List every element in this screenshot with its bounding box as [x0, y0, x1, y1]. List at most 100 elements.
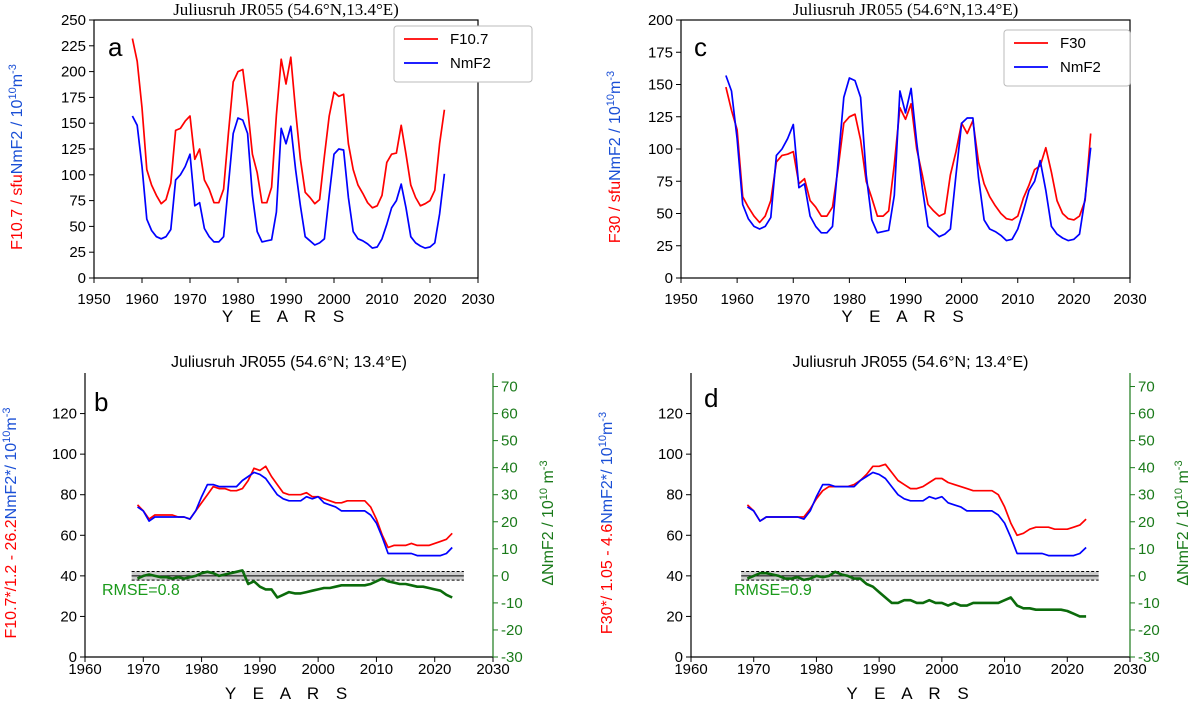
- y-axis-label: F30*/ 1.05 - 4.6NmF2*/ 1010m-3: [597, 412, 616, 634]
- axis-label-part: NmF2*/ 10: [599, 447, 616, 524]
- series-line-f30: [725, 86, 1092, 224]
- legend-label: F10.7: [450, 31, 488, 48]
- y2-tick-label: 60: [501, 406, 518, 423]
- panel-label: b: [94, 387, 108, 417]
- y2-tick-label: 30: [1138, 487, 1155, 504]
- axis-label-part: 10: [1, 431, 13, 443]
- x-axis-label: Y E A R S: [841, 307, 969, 326]
- y-tick-label: 40: [60, 568, 77, 585]
- y-tick-label: 0: [675, 649, 683, 666]
- chart-panel-d: Juliusruh JR055 (54.6°N; 13.4°E) 1960 1970…: [597, 354, 1192, 703]
- y2-tick-label: 20: [1138, 514, 1155, 531]
- series-line-nmf2: [131, 115, 446, 249]
- y2-tick-label: 10: [1138, 541, 1155, 558]
- x-tick-label: 2020: [1057, 291, 1090, 308]
- x-tick-label: 1980: [833, 291, 866, 308]
- y2-tick-label: -10: [1138, 595, 1160, 612]
- axis-label-part: 10: [1173, 488, 1185, 500]
- x-tick-label: 1960: [720, 291, 753, 308]
- axis-label-part: F30 / sfu: [607, 181, 624, 243]
- y2-tick-label: 70: [1138, 379, 1155, 396]
- series-line-f30-: [746, 463, 1087, 537]
- x-tick-label: 2020: [1051, 661, 1084, 678]
- y-tick-label: 225: [61, 38, 86, 55]
- series-line--nmf2: [136, 569, 453, 599]
- x-tick-label: 1990: [243, 661, 276, 678]
- y2-tick-label: 40: [501, 460, 518, 477]
- legend-label: NmF2: [450, 55, 491, 72]
- y2-tick-label: 60: [1138, 406, 1155, 423]
- axis-label-part: m: [599, 422, 616, 435]
- y2-tick-label: 70: [501, 379, 518, 396]
- series-line-nmf2-: [137, 471, 453, 557]
- x-tick-label: 1990: [889, 291, 922, 308]
- y-tick-label: 120: [658, 406, 683, 423]
- rmse-annotation: RMSE=0.8: [102, 582, 180, 599]
- axis-label-part: NmF2 / 10: [9, 99, 26, 174]
- y-tick-label: 80: [666, 487, 683, 504]
- legend-box: [1003, 29, 1131, 87]
- x-tick-label: 2010: [360, 661, 393, 678]
- chart-title: Juliusruh JR055 (54.6°N,13.4°E): [793, 0, 1019, 19]
- x-tick-label: 1960: [674, 661, 707, 678]
- axis-label-part: ΔNmF2 / 10: [1175, 500, 1192, 585]
- x-tick-label: 2030: [461, 291, 494, 308]
- y-tick-label: 120: [52, 406, 77, 423]
- x-tick-label: 2020: [418, 661, 451, 678]
- axis-label-part: -3: [7, 64, 19, 74]
- x-tick-label: 1980: [800, 661, 833, 678]
- axis-label-part: -3: [1, 407, 13, 417]
- x-axis-label: Y E A R S: [225, 684, 353, 703]
- chart-panel-b: Juliusruh JR055 (54.6°N; 13.4°E) 1960 1970…: [1, 354, 557, 703]
- axis-label-part: m: [1175, 470, 1192, 488]
- y2-tick-label: 20: [501, 514, 518, 531]
- x-tick-label: 1950: [77, 291, 110, 308]
- y2-tick-label: 50: [501, 433, 518, 450]
- y-axis-label: F10.7 / sfuNmF2 / 1010m-3: [7, 64, 26, 250]
- y-tick-label: 40: [666, 568, 683, 585]
- axis-label-part: F30*/ 1.05 - 4.6: [599, 524, 616, 634]
- y-tick-label: 60: [666, 527, 683, 544]
- axis-label-part: 10: [597, 435, 609, 447]
- x-tick-label: 2010: [988, 661, 1021, 678]
- y-tick-label: 175: [61, 89, 86, 106]
- x-tick-label: 1970: [737, 661, 770, 678]
- legend-label: NmF2: [1060, 59, 1101, 76]
- y-tick-label: 125: [648, 109, 673, 126]
- x-tick-label: 2000: [317, 291, 350, 308]
- y2-tick-label: -20: [501, 622, 523, 639]
- y-tick-label: 100: [658, 446, 683, 463]
- x-tick-label: 1990: [269, 291, 302, 308]
- y-tick-label: 75: [69, 193, 86, 210]
- y-tick-label: 75: [656, 173, 673, 190]
- y-tick-label: 80: [60, 487, 77, 504]
- series-line-nmf2: [725, 75, 1092, 242]
- y-axis-label: F10.7*/1.2 - 26.2NmF2*/ 1010m-3: [1, 407, 20, 638]
- y-tick-label: 25: [656, 238, 673, 255]
- axis-label-part: F10.7*/1.2 - 26.2: [3, 519, 20, 638]
- legend-label: F30: [1060, 35, 1086, 52]
- axis-label-part: 10: [605, 94, 617, 106]
- x-tick-label: 2000: [301, 661, 334, 678]
- axis-label-part: -3: [538, 460, 550, 470]
- panel-label: c: [694, 32, 707, 62]
- y-tick-label: 100: [52, 446, 77, 463]
- y-tick-label: 60: [60, 527, 77, 544]
- panel-label: a: [108, 32, 123, 62]
- axis-label-part: -3: [597, 412, 609, 422]
- y-tick-label: 125: [61, 141, 86, 158]
- axis-label-part: 10: [7, 87, 19, 99]
- x-tick-label: 1970: [127, 661, 160, 678]
- x-axis-label: Y E A R S: [222, 307, 350, 326]
- y-tick-label: 0: [665, 270, 673, 287]
- y-tick-label: 0: [78, 270, 86, 287]
- y-axis-label: F30 / sfuNmF2 / 1010m-3: [605, 71, 624, 243]
- y-tick-label: 200: [648, 12, 673, 29]
- axis-label-part: m: [607, 81, 624, 94]
- y2-tick-label: -20: [1138, 622, 1160, 639]
- chart-title: Juliusruh JR055 (54.6°N; 13.4°E): [792, 354, 1028, 371]
- axis-label-part: 10: [538, 488, 550, 500]
- x-axis-label: Y E A R S: [846, 684, 974, 703]
- series-line-nmf2-: [746, 471, 1087, 557]
- axis-label-part: m: [540, 470, 557, 488]
